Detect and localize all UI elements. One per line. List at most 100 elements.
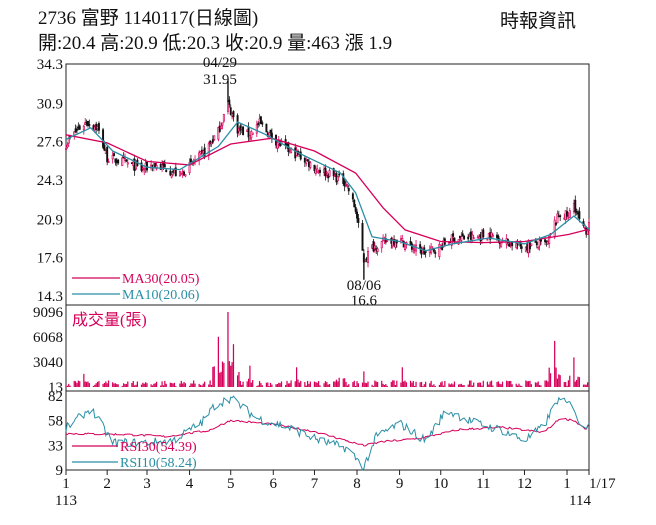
annotation-value: 31.95 [203, 72, 237, 88]
candle-body [269, 129, 272, 133]
volume-bar [96, 381, 99, 387]
candle-body [299, 151, 302, 160]
candle-body [183, 171, 186, 176]
volume-bar [353, 380, 355, 387]
volume-bar [574, 381, 576, 387]
volume-bar [125, 383, 128, 387]
volume-bar [305, 385, 307, 387]
x-tick-label: 10 [433, 476, 448, 492]
volume-bar [361, 382, 364, 387]
rsi-tick-label: 33 [48, 439, 63, 455]
volume-bar [202, 383, 204, 387]
volume-bar [269, 382, 272, 387]
volume-bar [363, 371, 365, 387]
volume-bar [518, 383, 520, 387]
volume-title: 成交量(張) [72, 311, 147, 329]
volume-bar [217, 336, 219, 387]
volume-bar [507, 381, 509, 387]
volume-bar [434, 386, 436, 387]
volume-bar [451, 383, 453, 387]
candle-body [180, 172, 183, 175]
volume-bar [555, 367, 557, 387]
candle-body [555, 223, 558, 225]
volume-bar [558, 374, 560, 387]
volume-bar [414, 385, 416, 387]
price-tick-label: 27.6 [37, 135, 64, 151]
volume-bar [153, 383, 155, 387]
candle-body [125, 159, 128, 162]
volume-bar [554, 340, 556, 387]
candle-body [537, 246, 540, 249]
volume-bar [65, 384, 67, 387]
volume-bar [271, 384, 273, 387]
candle-body [434, 251, 437, 254]
volume-bar [540, 385, 542, 387]
volume-bar [429, 383, 431, 387]
volume-bar [298, 382, 300, 387]
volume-bar [219, 372, 221, 387]
volume-bar [382, 383, 384, 387]
volume-bar [66, 385, 68, 387]
volume-bar [275, 384, 277, 387]
candle-body [393, 239, 396, 245]
candle-body [184, 174, 187, 177]
volume-bar [462, 385, 464, 387]
candle-body [102, 129, 105, 148]
candle-body [351, 193, 354, 200]
volume-bar [393, 380, 395, 387]
candle-body [380, 241, 383, 249]
candle-body [338, 173, 341, 176]
volume-bar [173, 382, 176, 387]
volume-bar [261, 385, 263, 387]
volume-bar [392, 380, 394, 387]
volume-bar [335, 379, 338, 387]
volume-bar [460, 383, 462, 387]
volume-bar [315, 382, 317, 387]
volume-bar [107, 380, 110, 387]
annotation-date: 04/29 [203, 55, 237, 71]
volume-bar [267, 382, 269, 387]
candle-body [82, 125, 85, 131]
volume-bar [175, 386, 177, 387]
volume-bar [268, 386, 270, 387]
candle-body [332, 168, 335, 177]
volume-bar [415, 381, 417, 387]
volume-bar [297, 379, 299, 387]
candle-body [97, 123, 100, 131]
volume-bar [194, 383, 196, 387]
volume-bar [481, 385, 483, 387]
candle-body [486, 238, 489, 241]
volume-bar [405, 382, 408, 387]
volume-bar [565, 382, 567, 387]
candle-body [467, 236, 470, 240]
volume-bar [486, 381, 489, 387]
volume-bar [287, 383, 289, 387]
volume-bar [344, 378, 346, 387]
price-tick-label: 20.9 [37, 212, 63, 228]
volume-bar [496, 381, 498, 387]
candle-body [548, 236, 551, 244]
x-tick-label: 1 [563, 476, 571, 492]
candle-body [343, 180, 346, 187]
candle-body [66, 144, 69, 148]
chart-title: 2736 富野 1140117(日線圖) [38, 8, 259, 29]
volume-bar [260, 383, 262, 387]
volume-bar [278, 382, 280, 387]
volume-bar [208, 384, 210, 387]
volume-bar [221, 361, 224, 387]
candle-body [508, 243, 511, 247]
volume-bar [79, 381, 81, 387]
volume-bar [545, 380, 548, 387]
volume-bar [587, 382, 589, 387]
volume-bar [289, 383, 291, 387]
volume-bar [488, 384, 490, 387]
x-year-label: 113 [55, 493, 77, 509]
candle-body [207, 143, 210, 156]
volume-bar [519, 385, 521, 387]
candle-body [228, 99, 231, 105]
volume-bar [419, 382, 421, 387]
volume-bar [256, 386, 258, 387]
rsi-tick-label: 58 [48, 413, 63, 429]
candle-body [229, 107, 232, 115]
volume-bar [381, 380, 383, 387]
